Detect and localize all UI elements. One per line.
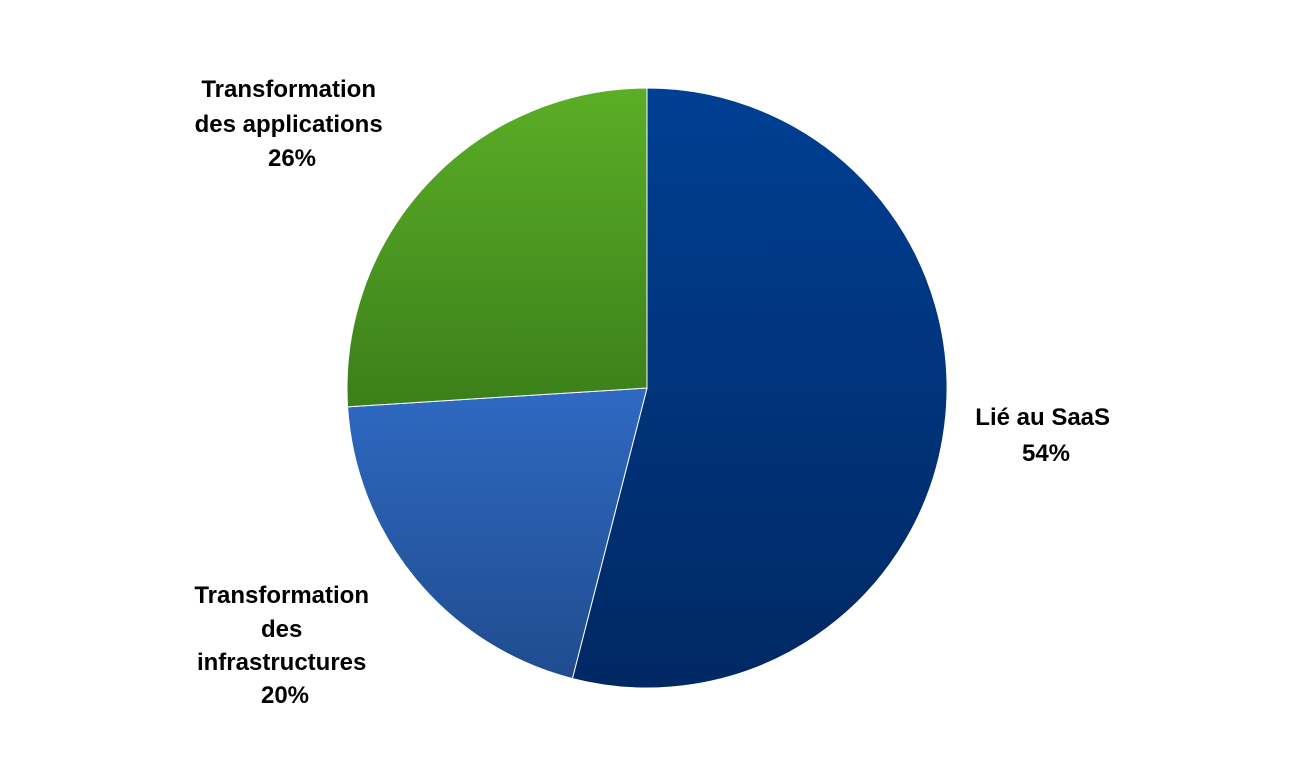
slice-applications [346, 87, 648, 408]
slice-label-applications-line-2: des applications [195, 111, 383, 138]
slice-label-infrastructures-line-1: Transformation [194, 582, 369, 609]
slice-label-saas-line-1: Lié au SaaS [975, 404, 1110, 431]
slice-label-saas-percent: 54% [1022, 440, 1070, 467]
slice-label-applications-percent: 26% [268, 145, 316, 172]
pie-labels: Lié au SaaS 54% Transformation des infra… [194, 76, 1116, 709]
slice-label-saas: Lié au SaaS 54% [975, 404, 1116, 467]
slice-label-infrastructures-line-3: infrastructures [197, 649, 366, 676]
slice-label-infrastructures: Transformation des infrastructures 20% [194, 582, 375, 709]
pie-slices [346, 87, 948, 689]
slice-saas [571, 87, 948, 689]
slice-label-infrastructures-line-2: des [261, 616, 302, 643]
slice-label-applications-line-1: Transformation [201, 76, 376, 103]
slice-infrastructures [347, 387, 648, 680]
slice-label-infrastructures-percent: 20% [261, 682, 309, 709]
slice-label-applications: Transformation des applications 26% [195, 76, 390, 172]
